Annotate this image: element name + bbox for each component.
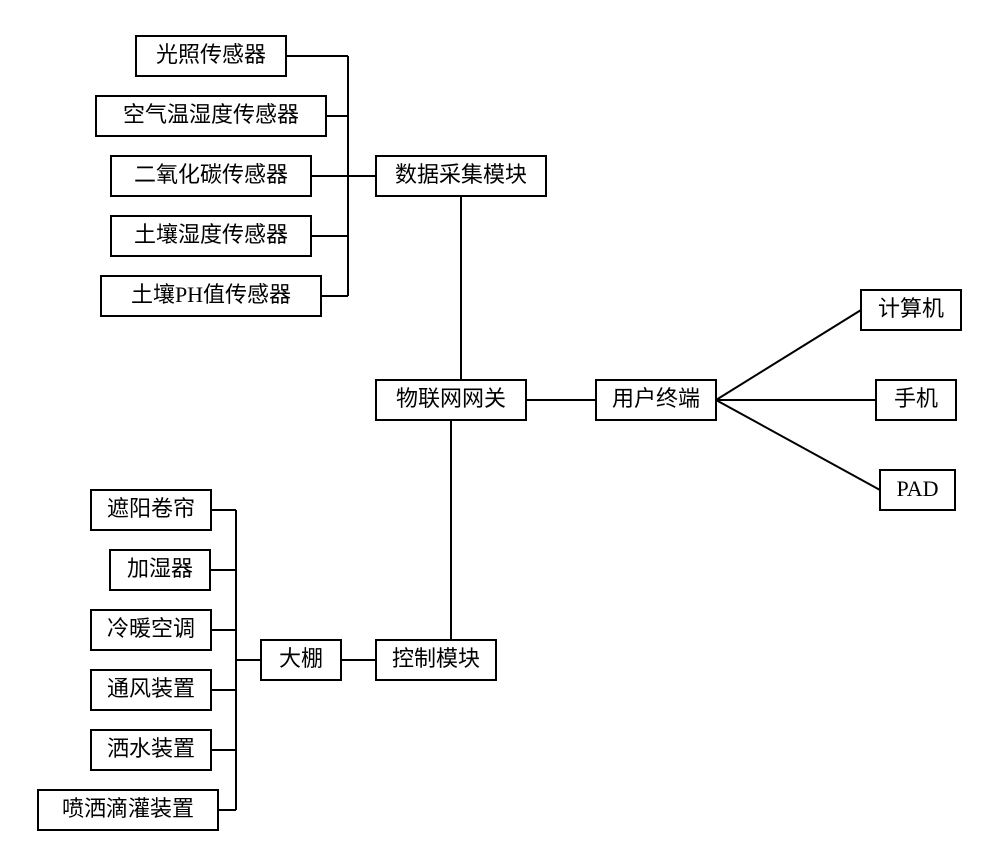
node-sensor2: 空气温湿度传感器	[96, 96, 326, 136]
node-label: 计算机	[878, 296, 944, 321]
node-label: 大棚	[279, 646, 323, 671]
node-dev1: 遮阳卷帘	[91, 490, 211, 530]
node-term3: PAD	[880, 470, 955, 510]
node-shed: 大棚	[261, 640, 341, 680]
node-label: 光照传感器	[156, 42, 266, 67]
node-dev4: 通风装置	[91, 670, 211, 710]
node-sensor1: 光照传感器	[136, 36, 286, 76]
boxes-layer: 光照传感器空气温湿度传感器二氧化碳传感器土壤湿度传感器土壤PH值传感器 数据采集模…	[38, 36, 961, 830]
node-gateway: 物联网网关	[376, 380, 526, 420]
node-label: 冷暖空调	[107, 616, 195, 641]
node-label: 手机	[894, 386, 938, 411]
node-label: 数据采集模块	[395, 162, 527, 187]
node-label: 喷洒滴灌装置	[62, 796, 194, 821]
node-sensor3: 二氧化碳传感器	[111, 156, 311, 196]
node-dev2: 加湿器	[110, 550, 210, 590]
node-label: 用户终端	[612, 386, 700, 411]
diagram-canvas: 光照传感器空气温湿度传感器二氧化碳传感器土壤湿度传感器土壤PH值传感器 数据采集模…	[0, 0, 1000, 865]
connector	[716, 400, 880, 490]
node-label: PAD	[897, 476, 939, 501]
node-control: 控制模块	[376, 640, 496, 680]
node-label: 加湿器	[127, 556, 193, 581]
node-user: 用户终端	[596, 380, 716, 420]
node-label: 土壤PH值传感器	[131, 282, 291, 307]
node-collect: 数据采集模块	[376, 156, 546, 196]
node-label: 洒水装置	[107, 736, 195, 761]
node-label: 空气温湿度传感器	[123, 102, 299, 127]
node-label: 控制模块	[392, 646, 480, 671]
node-dev5: 洒水装置	[91, 730, 211, 770]
node-label: 二氧化碳传感器	[134, 162, 288, 187]
node-term1: 计算机	[861, 290, 961, 330]
node-label: 土壤湿度传感器	[134, 222, 288, 247]
node-dev6: 喷洒滴灌装置	[38, 790, 218, 830]
node-dev3: 冷暖空调	[91, 610, 211, 650]
node-label: 通风装置	[107, 676, 195, 701]
node-label: 遮阳卷帘	[107, 496, 195, 521]
node-sensor5: 土壤PH值传感器	[101, 276, 321, 316]
node-label: 物联网网关	[396, 386, 506, 411]
node-sensor4: 土壤湿度传感器	[111, 216, 311, 256]
connector	[716, 310, 861, 400]
node-term2: 手机	[876, 380, 956, 420]
